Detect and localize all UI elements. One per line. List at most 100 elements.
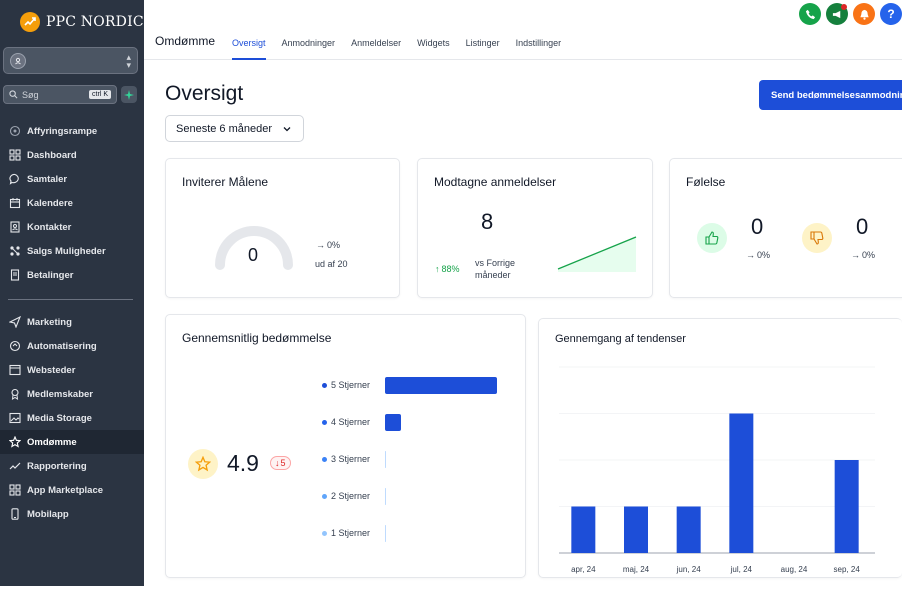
search-input[interactable]: Søg ctrl K	[3, 85, 117, 104]
announcements-button[interactable]	[826, 3, 848, 25]
legend-dot-icon	[322, 493, 327, 499]
received-trend-value: 88%	[441, 264, 460, 274]
received-reviews-card: Modtagne anmeldelser 8 ↑ 88% vs Forrige …	[417, 158, 653, 298]
notifications-button[interactable]	[853, 3, 875, 25]
sidebar-item-dashboard[interactable]: Dashboard	[0, 143, 144, 167]
rating-delta-value: 5	[280, 458, 286, 468]
rating-delta-badge: ↓ 5	[270, 456, 291, 470]
sidebar-item-kalendere[interactable]: Kalendere	[0, 191, 144, 215]
sidebar-item-automatisering[interactable]: Automatisering	[0, 334, 144, 358]
period-select[interactable]: Seneste 6 måneder	[165, 115, 304, 142]
card-title: Gennemsnitlig bedømmelse	[182, 331, 332, 345]
legend-dot-icon	[322, 456, 327, 462]
sidebar-item-label: Kontakter	[27, 221, 72, 233]
rating-bar	[385, 488, 386, 505]
ai-sparkle-button[interactable]	[121, 86, 137, 103]
negative-value: 0	[856, 214, 869, 239]
tab-indstillinger[interactable]: Indstillinger	[515, 38, 562, 48]
card-title: Modtagne anmeldelser	[434, 175, 557, 189]
received-value: 8	[481, 209, 494, 234]
thumbs-up-icon	[697, 223, 727, 253]
tab-listinger[interactable]: Listinger	[465, 38, 500, 48]
logo-icon	[20, 12, 40, 32]
sidebar-item-medlemskaber[interactable]: Medlemskaber	[0, 382, 144, 406]
sidebar-item-omdomme[interactable]: Omdømme	[0, 430, 144, 454]
invite-goals-card: Inviterer Målene 0 → 0% ud af 20	[165, 158, 400, 298]
invite-value: 0	[248, 245, 259, 265]
average-rating-value: 4.9	[227, 450, 259, 476]
positive-value: 0	[751, 214, 764, 239]
rating-bar	[385, 451, 386, 468]
sidebar-divider	[8, 299, 133, 300]
bell-icon	[859, 9, 869, 20]
card-title: Gennemgang af tendenser	[555, 333, 686, 345]
sidebar-item-betalinger[interactable]: Betalinger	[0, 263, 144, 287]
chevron-updown-icon: ▴ ▾	[126, 51, 131, 70]
tab-anmeldelser[interactable]: Anmeldelser	[351, 38, 402, 48]
rating-bar	[385, 414, 401, 431]
sidebar-item-samtaler[interactable]: Samtaler	[0, 167, 144, 191]
sparkle-icon	[124, 89, 134, 100]
invite-gauge	[215, 226, 293, 270]
trend-bar[interactable]	[624, 506, 648, 554]
help-icon: ?	[887, 7, 895, 21]
sentiment-card: Følelse 0 → 0% 0 → 0%	[669, 158, 902, 298]
tab-anmodninger[interactable]: Anmodninger	[281, 38, 336, 48]
sidebar-item-media-storage[interactable]: Media Storage	[0, 406, 144, 430]
x-tick-label: aug, 24	[780, 565, 808, 574]
chevron-down-icon	[283, 126, 291, 131]
tab-bar: Oversigt Anmodninger Anmeldelser Widgets…	[232, 38, 561, 60]
sidebar-item-label: Rapportering	[27, 460, 87, 472]
megaphone-icon	[832, 10, 840, 18]
sidebar-item-label: Affyringsrampe	[27, 125, 98, 137]
trend-bar[interactable]	[571, 506, 596, 554]
sidebar-item-affyringsrampe[interactable]: Affyringsrampe	[0, 119, 144, 143]
sidebar-item-salgs-muligheder[interactable]: Salgs Muligheder	[0, 239, 144, 263]
card-title: Følelse	[686, 175, 726, 189]
rating-row-label: 4 Stjerner	[331, 417, 371, 427]
rating-row-label: 5 Stjerner	[331, 380, 371, 390]
sidebar-nav-primary: Affyringsrampe Dashboard Samtaler Kalend…	[0, 119, 144, 287]
sidebar-item-label: Automatisering	[27, 340, 97, 352]
sidebar-item-kontakter[interactable]: Kontakter	[0, 215, 144, 239]
trend-bar[interactable]	[676, 506, 701, 554]
tab-widgets[interactable]: Widgets	[417, 38, 450, 48]
sidebar-item-label: App Marketplace	[27, 484, 104, 496]
search-shortcut: ctrl K	[89, 90, 111, 99]
sidebar-item-label: Marketing	[27, 316, 72, 328]
brand-logo[interactable]: PPC NORDIC	[20, 12, 144, 32]
section-title: Omdømme	[155, 34, 215, 48]
opportunities-icon	[10, 246, 20, 256]
sidebar-item-marketing[interactable]: Marketing	[0, 310, 144, 334]
star-icon	[9, 436, 21, 448]
account-switcher[interactable]: ▴ ▾	[3, 47, 138, 74]
x-tick-label: sep, 24	[833, 565, 860, 574]
rating-row: 4 Stjerner	[322, 417, 370, 427]
arrow-right-icon: →	[746, 250, 755, 260]
marketplace-icon	[9, 484, 21, 496]
brand-name: PPC NORDIC	[46, 14, 144, 30]
legend-dot-icon	[322, 530, 327, 536]
websites-icon	[9, 364, 21, 376]
help-button[interactable]: ?	[880, 3, 902, 25]
sidebar-item-label: Samtaler	[27, 173, 68, 185]
legend-dot-icon	[322, 419, 327, 425]
trend-bar[interactable]	[834, 460, 859, 553]
phone-button[interactable]	[799, 3, 821, 25]
sidebar-item-mobilapp[interactable]: Mobilapp	[0, 502, 144, 526]
calendar-icon	[9, 198, 21, 209]
received-trend: ↑ 88%	[435, 264, 460, 274]
sidebar-item-app-marketplace[interactable]: App Marketplace	[0, 478, 144, 502]
contacts-icon	[10, 221, 20, 233]
sidebar-item-label: Medlemskaber	[27, 388, 94, 400]
rating-bar	[385, 377, 497, 394]
trend-bar[interactable]	[729, 413, 754, 554]
period-value: Seneste 6 måneder	[176, 122, 273, 135]
x-tick-label: jun, 24	[676, 565, 701, 574]
sidebar-item-rapportering[interactable]: Rapportering	[0, 454, 144, 478]
sidebar-item-websteder[interactable]: Websteder	[0, 358, 144, 382]
tab-oversigt[interactable]: Oversigt	[232, 38, 266, 60]
invite-trend-value: 0%	[327, 240, 341, 250]
automation-icon	[9, 340, 21, 352]
send-review-request-button[interactable]: Send bedømmelsesanmodning	[759, 80, 902, 110]
